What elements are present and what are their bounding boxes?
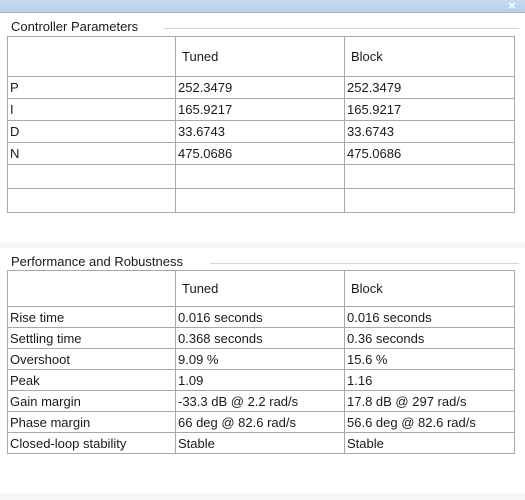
metric-name: Settling time [7,327,176,349]
header-cell [7,270,176,307]
block-value: 1.16 [344,369,515,391]
tuned-value: 0.368 seconds [175,327,345,349]
param-name: N [7,142,176,165]
tuned-value: 66 deg @ 82.6 rad/s [175,411,345,433]
controller-parameters-title: Controller Parameters [11,19,139,34]
tuned-value: 1.09 [175,369,345,391]
table-header-row: Tuned Block [7,270,515,307]
block-value: 0.016 seconds [344,306,515,328]
header-cell-block: Block [344,270,515,307]
bottom-strip [0,493,525,500]
block-value: 165.9217 [344,98,515,121]
metric-name: Overshoot [7,348,176,370]
table-row: Phase margin 66 deg @ 82.6 rad/s 56.6 de… [7,411,515,433]
metric-name: Phase margin [7,411,176,433]
performance-robustness-panel: Performance and Robustness Tuned Block R… [0,248,525,493]
block-value: 56.6 deg @ 82.6 rad/s [344,411,515,433]
header-cell-tuned: Tuned [175,270,345,307]
block-value: Stable [344,432,515,454]
empty-cell [175,188,345,213]
table-row-empty [7,164,515,189]
table-row-empty [7,188,515,213]
block-value: 15.6 % [344,348,515,370]
performance-robustness-table: Tuned Block Rise time 0.016 seconds 0.01… [7,270,515,454]
metric-name: Closed-loop stability [7,432,176,454]
group-divider [164,28,519,29]
tuned-value: 0.016 seconds [175,306,345,328]
table-row: Peak 1.09 1.16 [7,369,515,391]
metric-name: Gain margin [7,390,176,412]
empty-cell [7,188,176,213]
header-cell [7,36,176,77]
tuned-value: 252.3479 [175,76,345,99]
table-row: Overshoot 9.09 % 15.6 % [7,348,515,370]
tuned-value: 475.0686 [175,142,345,165]
block-value: 252.3479 [344,76,515,99]
block-value: 475.0686 [344,142,515,165]
param-name: P [7,76,176,99]
group-divider [210,263,519,264]
table-row: Gain margin -33.3 dB @ 2.2 rad/s 17.8 dB… [7,390,515,412]
header-cell-block: Block [344,36,515,77]
tuned-value: 165.9217 [175,98,345,121]
metric-name: Rise time [7,306,176,328]
empty-cell [175,164,345,189]
table-row: Rise time 0.016 seconds 0.016 seconds [7,306,515,328]
table-row: Settling time 0.368 seconds 0.36 seconds [7,327,515,349]
table-row: D 33.6743 33.6743 [7,120,515,143]
close-icon[interactable]: × [508,0,516,13]
empty-cell [344,164,515,189]
table-row: P 252.3479 252.3479 [7,76,515,99]
table-row: I 165.9217 165.9217 [7,98,515,121]
tuned-value: Stable [175,432,345,454]
header-cell-tuned: Tuned [175,36,345,77]
table-row: Closed-loop stability Stable Stable [7,432,515,454]
empty-cell [7,164,176,189]
tuned-value: 9.09 % [175,348,345,370]
tuned-value: 33.6743 [175,120,345,143]
performance-robustness-title: Performance and Robustness [11,254,183,269]
metric-name: Peak [7,369,176,391]
param-name: D [7,120,176,143]
table-row: N 475.0686 475.0686 [7,142,515,165]
title-bar: × [0,0,525,13]
param-name: I [7,98,176,121]
controller-parameters-panel: Controller Parameters Tuned Block P 252.… [0,13,525,243]
empty-cell [344,188,515,213]
block-value: 33.6743 [344,120,515,143]
table-header-row: Tuned Block [7,36,515,77]
block-value: 17.8 dB @ 297 rad/s [344,390,515,412]
controller-parameters-table: Tuned Block P 252.3479 252.3479 I 165.92… [7,36,515,213]
tuned-value: -33.3 dB @ 2.2 rad/s [175,390,345,412]
block-value: 0.36 seconds [344,327,515,349]
